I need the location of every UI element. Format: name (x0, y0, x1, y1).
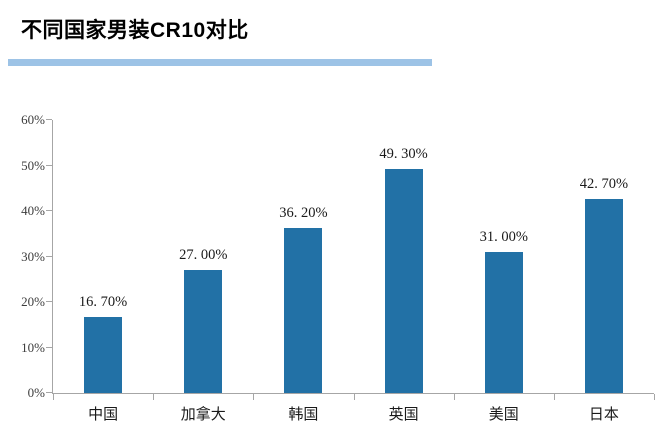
y-axis-label: 40% (21, 203, 45, 218)
x-axis-label: 韩国 (288, 407, 319, 423)
bar-value-label: 49. 30% (379, 145, 428, 162)
bar-value-label: 42. 70% (579, 175, 629, 192)
y-axis-tick (46, 301, 52, 302)
x-axis-tick (453, 394, 455, 400)
y-axis-tick (46, 119, 52, 120)
chart-title: 不同国家男装CR10对比 (21, 19, 249, 42)
y-axis-tick (46, 255, 52, 257)
x-axis-tick (654, 394, 655, 400)
bar-value-label: 31. 00% (479, 228, 528, 245)
bar (584, 198, 623, 393)
y-axis-label: 10% (21, 339, 45, 355)
bar (484, 251, 523, 393)
x-axis-tick (153, 394, 155, 400)
bar (384, 168, 423, 393)
y-axis-tick (46, 164, 52, 166)
x-axis-label: 中国 (88, 407, 119, 423)
plot-area: 0% 10% 20% 30% 40% 50% 60% 16. 70% 中国 27. 00% 加拿大 3… (21, 112, 655, 423)
y-axis-label: 30% (21, 248, 45, 264)
bar (284, 228, 323, 393)
bar (184, 270, 223, 393)
x-axis-tick (253, 394, 255, 400)
x-axis-label: 英国 (388, 407, 419, 423)
bar-value-label: 36. 20% (279, 205, 328, 222)
y-axis-label: 0% (27, 385, 45, 400)
y-axis-label: 20% (21, 294, 45, 309)
x-axis-tick (53, 394, 54, 400)
x-axis-label: 加拿大 (180, 407, 226, 423)
bar-value-label: 27. 00% (179, 247, 228, 264)
y-axis-tick (46, 346, 52, 348)
y-axis-tick (46, 392, 52, 393)
x-axis-tick (353, 394, 355, 400)
x-axis-label: 日本 (588, 407, 619, 423)
y-axis-label: 50% (21, 157, 45, 173)
x-axis-tick (553, 394, 555, 400)
y-axis-tick (46, 210, 52, 211)
bar (84, 317, 123, 393)
y-axis-label: 60% (21, 112, 45, 127)
x-axis-label: 美国 (488, 407, 519, 423)
bar-value-label: 16. 70% (78, 294, 128, 311)
title-underline-bar (8, 59, 432, 66)
